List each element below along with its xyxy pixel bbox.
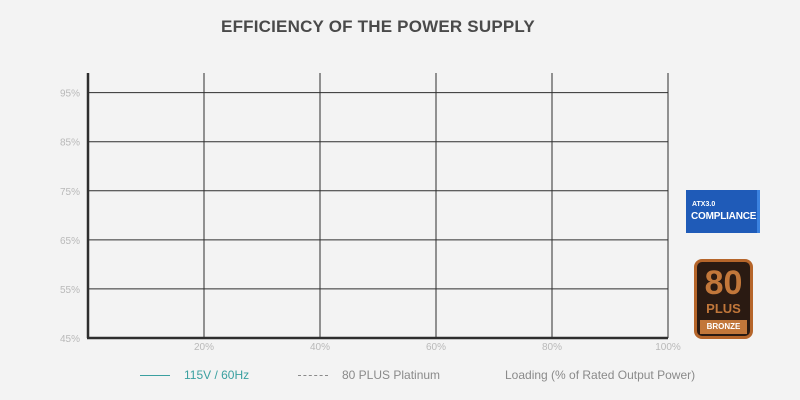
legend-label-series1: 115V / 60Hz: [184, 368, 250, 382]
atx-badge-version: ATX3.0: [692, 201, 716, 208]
badge-plus-word: PLUS: [706, 301, 741, 316]
axes: [86, 73, 668, 340]
y-tick-label: 75%: [60, 187, 80, 198]
x-tick-labels: 20% 40% 60% 80% 100%: [194, 342, 681, 353]
legend-swatch-dashed: [298, 374, 328, 376]
y-tick-label: 65%: [60, 236, 80, 247]
x-tick-label: 20%: [194, 342, 214, 353]
x-tick-label: 100%: [655, 342, 681, 353]
y-tick-label: 55%: [60, 285, 80, 296]
legend-item-series1: 115V / 60Hz: [140, 368, 249, 382]
x-axis-label: Loading (% of Rated Output Power): [505, 368, 695, 382]
x-tick-label: 60%: [426, 342, 446, 353]
legend-label-series2: 80 PLUS Platinum: [342, 368, 441, 382]
x-axis-label-text: Loading (% of Rated Output Power): [505, 368, 696, 382]
y-tick-label: 85%: [60, 138, 80, 149]
atx-badge-label: COMPLIANCE: [691, 211, 757, 222]
chart-legend: 115V / 60Hz 80 PLUS Platinum Loading (% …: [0, 368, 800, 388]
badge-tier: BRONZE: [700, 320, 747, 334]
y-tick-labels: 95% 85% 75% 65% 55% 45%: [60, 89, 80, 345]
legend-item-series2: 80 PLUS Platinum: [298, 368, 440, 382]
x-tick-label: 40%: [310, 342, 330, 353]
y-tick-label: 45%: [60, 334, 80, 345]
legend-swatch-solid: [140, 374, 170, 376]
x-tick-label: 80%: [542, 342, 562, 353]
y-tick-label: 95%: [60, 89, 80, 100]
grid-lines: [88, 73, 669, 338]
chart-title: EFFICIENCY OF THE POWER SUPPLY: [221, 17, 535, 36]
badge-80-number: 80: [704, 264, 743, 302]
atx3-compliance-badge: ATX3.0 COMPLIANCE: [686, 190, 760, 233]
80-plus-bronze-badge: 80 PLUS BRONZE: [694, 259, 753, 339]
